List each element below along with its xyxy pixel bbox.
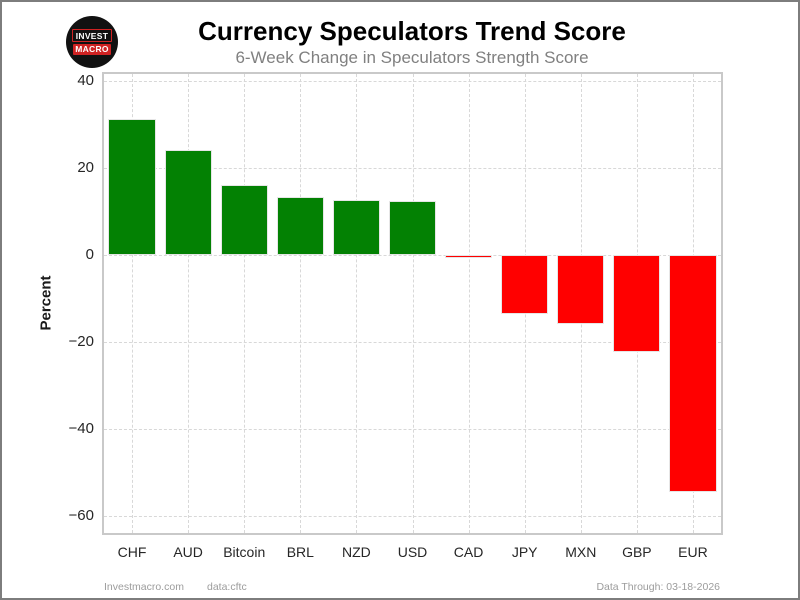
footer-data-through: Data Through: 03-18-2026 bbox=[596, 581, 720, 593]
vertical-gridline bbox=[244, 74, 246, 533]
bar-CAD bbox=[445, 254, 493, 259]
bar-EUR bbox=[669, 254, 717, 492]
x-tick-label-BRL: BRL bbox=[286, 544, 314, 560]
vertical-gridline bbox=[356, 74, 358, 533]
x-tick-label-EUR: EUR bbox=[678, 544, 708, 560]
bar-USD bbox=[388, 201, 437, 255]
bar-MXN bbox=[557, 254, 605, 325]
vertical-gridline bbox=[412, 74, 414, 533]
y-tick-label: −20 bbox=[68, 333, 94, 350]
x-tick-label-CHF: CHF bbox=[117, 544, 147, 560]
vertical-gridline bbox=[132, 74, 134, 533]
x-tick-label-MXN: MXN bbox=[565, 544, 597, 560]
investmacro-logo: INVEST MACRO bbox=[66, 16, 118, 68]
footer-site: Investmacro.com bbox=[104, 581, 184, 593]
vertical-gridline bbox=[188, 74, 190, 533]
y-tick-label: −40 bbox=[68, 420, 94, 438]
plot-area bbox=[102, 72, 723, 535]
logo-macro-text: MACRO bbox=[72, 43, 112, 55]
x-tick-label-JPY: JPY bbox=[511, 544, 538, 560]
y-tick-label: −60 bbox=[68, 507, 94, 525]
vertical-gridline bbox=[468, 74, 470, 533]
x-tick-label-Bitcoin: Bitcoin bbox=[223, 544, 266, 560]
x-tick-label-NZD: NZD bbox=[342, 544, 371, 560]
footer-data-source: data:cftc bbox=[207, 581, 247, 593]
logo-invest-text: INVEST bbox=[72, 29, 112, 43]
horizontal-gridline bbox=[104, 342, 721, 343]
x-tick-label-USD: USD bbox=[397, 544, 428, 560]
bar-Bitcoin bbox=[220, 184, 268, 255]
y-tick-label: 20 bbox=[77, 158, 94, 176]
y-tick-label: 40 bbox=[77, 71, 94, 89]
horizontal-gridline bbox=[104, 516, 721, 518]
bar-JPY bbox=[501, 254, 549, 315]
y-axis-label: Percent bbox=[37, 275, 55, 331]
bar-AUD bbox=[164, 150, 212, 255]
vertical-gridline bbox=[300, 74, 302, 533]
chart-title: Currency Speculators Trend Score bbox=[198, 16, 626, 46]
bar-NZD bbox=[332, 199, 380, 255]
x-tick-label-GBP: GBP bbox=[622, 544, 652, 560]
chart-subtitle: 6-Week Change in Speculators Strength Sc… bbox=[235, 48, 589, 67]
horizontal-gridline bbox=[104, 80, 721, 82]
x-tick-label-AUD: AUD bbox=[173, 544, 203, 560]
horizontal-gridline bbox=[104, 167, 721, 169]
horizontal-gridline bbox=[104, 429, 721, 431]
x-tick-label-CAD: CAD bbox=[453, 544, 484, 560]
bar-CHF bbox=[108, 118, 156, 255]
y-tick-label: 0 bbox=[85, 245, 94, 263]
bar-BRL bbox=[276, 197, 324, 255]
bar-GBP bbox=[613, 254, 661, 352]
horizontal-gridline bbox=[104, 254, 721, 256]
